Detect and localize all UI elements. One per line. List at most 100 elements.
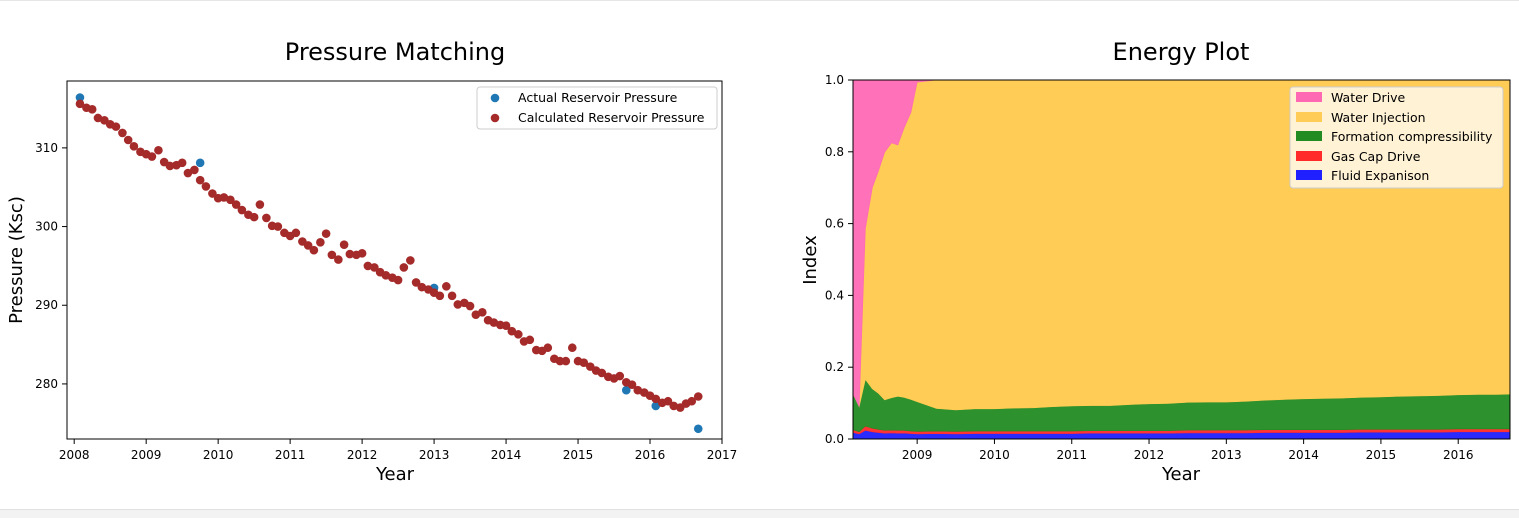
calculated-pressure-point bbox=[435, 291, 445, 301]
x-tick-label: 2009 bbox=[131, 448, 162, 462]
calculated-pressure-point bbox=[129, 142, 139, 151]
x-tick-label: 2008 bbox=[59, 448, 90, 462]
calculated-pressure-point bbox=[411, 278, 421, 287]
calculated-pressure-point bbox=[693, 392, 703, 401]
plot-frame bbox=[66, 80, 723, 440]
stacked-areas bbox=[852, 79, 1511, 440]
calculated-pressure-point bbox=[561, 356, 571, 366]
calculated-pressure-point bbox=[543, 343, 553, 353]
legend-swatch-water-drive bbox=[1296, 92, 1322, 102]
actual-pressure-point bbox=[693, 424, 703, 434]
calculated-pressure-point bbox=[525, 335, 535, 345]
chart-title: Energy Plot bbox=[1113, 38, 1250, 66]
calculated-pressure-point bbox=[627, 380, 637, 390]
calculated-pressure-point bbox=[291, 228, 301, 238]
actual-pressure-point bbox=[651, 401, 661, 411]
calculated-pressure-point bbox=[118, 128, 127, 138]
calculated-pressure-point bbox=[147, 152, 157, 161]
calculated-pressure-point bbox=[339, 240, 349, 249]
legend-label-actual: Actual Reservoir Pressure bbox=[518, 90, 678, 105]
x-axis-label: Year bbox=[375, 464, 415, 485]
calculated-pressure-point bbox=[615, 371, 625, 381]
legend-label-formation-compressibility: Formation compressibility bbox=[1331, 129, 1493, 144]
legend-swatch-fluid-expansion bbox=[1296, 170, 1322, 180]
calculated-pressure-point bbox=[237, 205, 247, 215]
x-tick-label: 2015 bbox=[1366, 448, 1397, 462]
calculated-pressure-point bbox=[201, 182, 211, 191]
y-tick-label: 1.0 bbox=[825, 73, 844, 87]
legend-swatch-formation-compressibility bbox=[1296, 131, 1322, 141]
calculated-pressure-point bbox=[651, 394, 661, 404]
x-tick-label: 2012 bbox=[1134, 448, 1165, 462]
calculated-pressure-point bbox=[471, 310, 481, 319]
legend-label-calculated: Calculated Reservoir Pressure bbox=[518, 110, 705, 125]
calculated-pressure-point bbox=[345, 249, 355, 259]
calculated-pressure-point bbox=[447, 291, 457, 301]
legend-marker-calculated bbox=[490, 113, 500, 123]
x-tick-label: 2012 bbox=[347, 448, 378, 462]
calculated-pressure-point bbox=[87, 105, 97, 114]
legend-swatch-gas-cap-drive bbox=[1296, 151, 1322, 161]
y-tick-label: 0.6 bbox=[825, 217, 844, 231]
calculated-pressure-point bbox=[316, 237, 325, 247]
calculated-pressure-point bbox=[255, 200, 265, 209]
y-axis-label: Index bbox=[800, 235, 821, 285]
legend-label-fluid-expansion: Fluid Expanison bbox=[1331, 168, 1429, 183]
calculated-pressure-point bbox=[231, 200, 241, 209]
calculated-pressure-point bbox=[567, 343, 577, 353]
calculated-pressure-point bbox=[687, 396, 697, 406]
calculated-pressure-point bbox=[501, 321, 511, 330]
y-tick-label: 0.4 bbox=[825, 288, 844, 302]
pressure-matching-chart: Pressure Matching Year Pressure (Ksc) 20… bbox=[6, 38, 737, 485]
gas-cap-drive-area bbox=[852, 425, 1511, 435]
calculated-pressure-point bbox=[489, 318, 499, 327]
calculated-pressure-point bbox=[321, 229, 331, 238]
x-tick-label: 2013 bbox=[1211, 448, 1242, 462]
x-tick-label: 2013 bbox=[419, 448, 450, 462]
calculated-pressure-point bbox=[357, 249, 367, 258]
x-tick-label: 2010 bbox=[203, 448, 234, 462]
y-tick-label: 0.2 bbox=[825, 360, 844, 374]
legend-label-water-injection: Water Injection bbox=[1331, 110, 1426, 125]
x-tick-label: 2011 bbox=[275, 448, 306, 462]
legend-marker-actual bbox=[490, 93, 500, 103]
x-tick-label: 2011 bbox=[1056, 448, 1087, 462]
y-axis-label: Pressure (Ksc) bbox=[6, 196, 27, 324]
calculated-pressure-point bbox=[669, 401, 679, 411]
calculated-pressure-point bbox=[111, 122, 121, 131]
calculated-pressure-point bbox=[327, 250, 337, 260]
calculated-pressure-point bbox=[75, 99, 85, 109]
calculated-pressure-point bbox=[507, 326, 517, 336]
calculated-pressure-point bbox=[406, 256, 415, 265]
x-tick-label: 2016 bbox=[635, 448, 666, 462]
axis-ticks: 2009 2010 2011 2012 2013 2014 2015 2016 0.0 0.2 0.… bbox=[825, 73, 1474, 462]
y-tick-label: 300 bbox=[35, 220, 58, 234]
calculated-pressure-point bbox=[177, 158, 187, 168]
water-drive-area bbox=[852, 79, 1510, 407]
x-tick-label: 2015 bbox=[563, 448, 594, 462]
x-tick-label: 2010 bbox=[979, 448, 1010, 462]
calculated-pressure-point bbox=[399, 263, 409, 272]
calculated-pressure-point bbox=[381, 271, 391, 280]
calculated-pressure-point bbox=[370, 263, 379, 272]
x-tick-label: 2009 bbox=[902, 448, 933, 462]
calculated-pressure-point bbox=[465, 301, 475, 311]
legend: Actual Reservoir Pressure Calculated Res… bbox=[476, 86, 718, 130]
calculated-pressure-point bbox=[303, 241, 313, 250]
calculated-pressure-point bbox=[154, 145, 163, 155]
actual-pressure-point bbox=[621, 385, 631, 395]
calculated-pressure-point bbox=[514, 330, 523, 339]
y-tick-label: 280 bbox=[35, 377, 58, 391]
calculated-pressure-point bbox=[453, 300, 463, 309]
x-axis-label: Year bbox=[1161, 464, 1201, 485]
calculated-pressure-point bbox=[190, 165, 199, 175]
calculated-pressure-point bbox=[363, 261, 373, 271]
calculated-pressure-point bbox=[334, 255, 343, 264]
y-tick-label: 0.8 bbox=[825, 145, 844, 159]
calculated-pressure-point bbox=[262, 213, 271, 223]
y-tick-label: 0.0 bbox=[825, 432, 844, 446]
calculated-pressure-point bbox=[309, 245, 319, 255]
chart-title: Pressure Matching bbox=[285, 38, 505, 66]
fluid-expansion-area bbox=[852, 430, 1511, 440]
calculated-pressure-point bbox=[226, 195, 235, 205]
